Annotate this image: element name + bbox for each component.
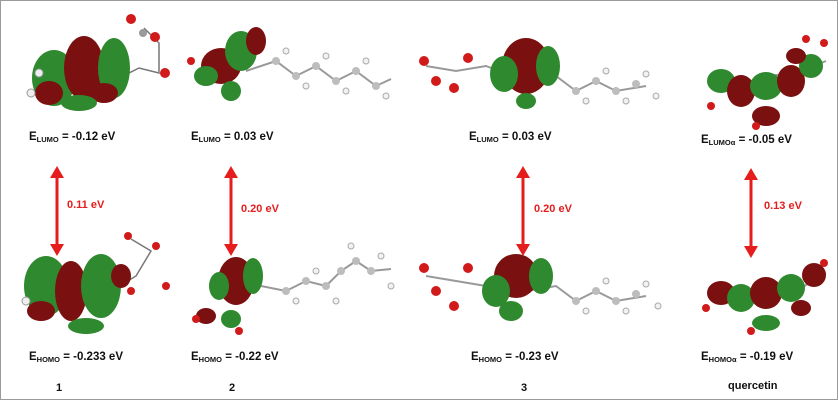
molecule-label-quercetin: quercetin <box>728 380 778 392</box>
gap-value-2: 0.20 eV <box>241 203 279 215</box>
lumo-energy-label-quercetin: ELUMOα = -0.05 eV <box>701 134 792 147</box>
lumo-energy-label-3: ELUMO = 0.03 eV <box>469 131 552 144</box>
homo-orbital-2 <box>192 242 395 335</box>
homo-energy-label-1: EHOMO = -0.233 eV <box>29 351 123 364</box>
gap-value-quercetin: 0.13 eV <box>764 200 802 212</box>
gap-value-1: 0.11 eV <box>67 199 105 211</box>
molecule-label-3: 3 <box>521 382 528 394</box>
lumo-orbital-2 <box>187 27 392 101</box>
lumo-orbital-1 <box>26 14 170 111</box>
lumo-energy-label-1: ELUMO = -0.12 eV <box>29 131 116 144</box>
homo-orbital-1 <box>21 232 170 334</box>
gap-arrow-quercetin <box>744 168 758 258</box>
gap-arrow-3 <box>516 166 530 256</box>
molecule-label-1: 1 <box>56 382 63 394</box>
homo-energy-label-2: EHOMO = -0.22 eV <box>191 351 279 364</box>
lumo-orbital-3 <box>419 38 660 109</box>
homo-orbital-3 <box>419 254 662 321</box>
homo-energy-label-3: EHOMO = -0.23 eV <box>471 351 559 364</box>
lumo-energy-label-2: ELUMO = 0.03 eV <box>191 131 274 144</box>
gap-arrow-1 <box>50 166 64 256</box>
homo-energy-label-quercetin: EHOMOα = -0.19 eV <box>701 351 794 364</box>
gap-value-3: 0.20 eV <box>534 203 572 215</box>
molecule-label-2: 2 <box>229 382 236 394</box>
gap-arrow-2 <box>224 166 238 256</box>
lumo-orbital-quercetin <box>707 35 828 130</box>
homo-orbital-quercetin <box>702 259 828 335</box>
